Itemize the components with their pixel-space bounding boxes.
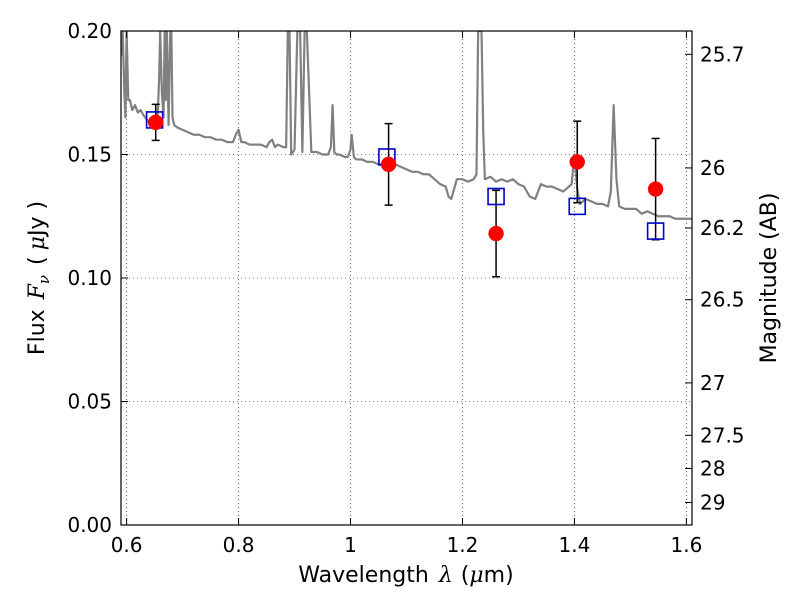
model-photometry-marker (487, 187, 505, 206)
x-tick-label: 0.6 (111, 533, 143, 557)
axis-ticks: 0.6 0.8 1 1.2 1.4 1.6 0.00 0.05 0.10 0.15 0.20 25.7… (67, 19, 744, 557)
observed-flux-marker (488, 225, 504, 242)
model-photometry-marker (646, 222, 665, 240)
y-tick-label: 0.20 (67, 19, 112, 43)
model-photometry-marker (568, 197, 587, 216)
plot-area (121, 31, 692, 278)
observed-flux-marker (647, 181, 664, 197)
x-tick-label: 1.6 (670, 533, 702, 557)
x-tick-label: 1 (344, 533, 357, 557)
y2-tick-label: 26.2 (700, 216, 745, 240)
y2-tick-label: 26 (700, 156, 725, 180)
x-tick-label: 1.4 (559, 533, 591, 557)
observed-flux-marker (380, 156, 397, 173)
y2-tick-label: 28 (700, 456, 725, 480)
x-tick-label: 1.2 (447, 533, 479, 557)
y2-axis-label: Magnitude (AB) (757, 193, 782, 364)
y2-tick-label: 29 (700, 490, 725, 514)
y-tick-label: 0.05 (67, 390, 112, 414)
y-tick-label: 0.15 (67, 143, 112, 167)
observed-flux-marker (147, 114, 164, 131)
x-tick-label: 0.8 (223, 533, 255, 557)
x-axis-label: Wavelength λ (μm) (298, 563, 513, 588)
y-tick-label: 0.00 (67, 513, 112, 537)
y2-tick-label: 25.7 (700, 42, 745, 66)
y2-tick-label: 27.5 (700, 423, 745, 447)
y-axis-label: FluxFν(μJy ) (25, 201, 53, 355)
y-tick-label: 0.10 (67, 266, 112, 290)
observed-flux-marker (569, 154, 585, 170)
y2-tick-label: 26.5 (700, 288, 745, 312)
y2-tick-label: 27 (700, 371, 725, 395)
